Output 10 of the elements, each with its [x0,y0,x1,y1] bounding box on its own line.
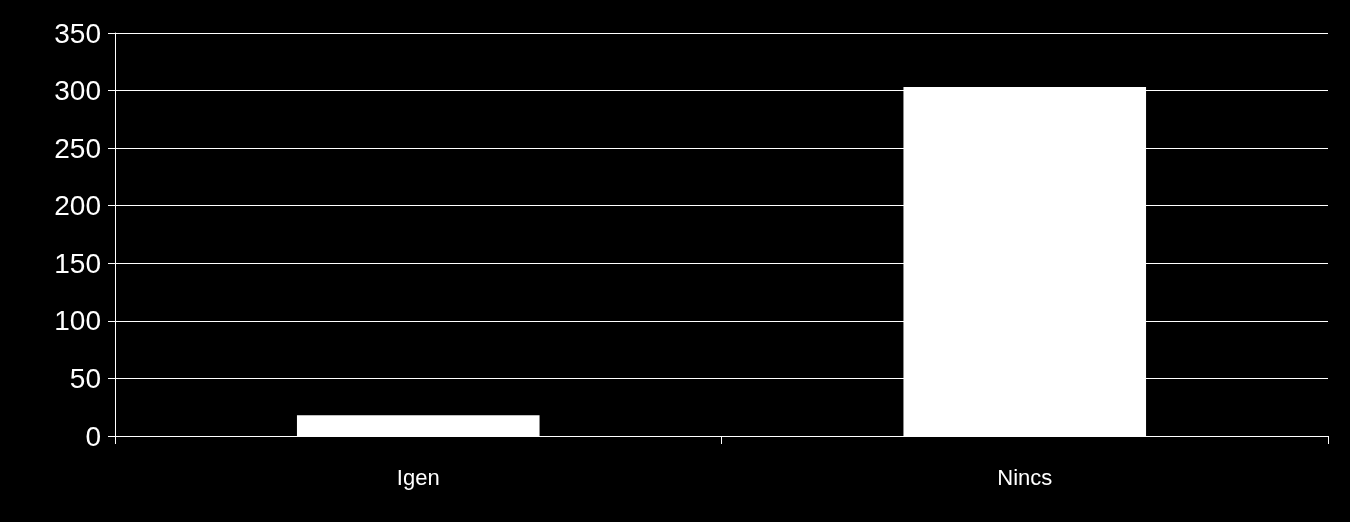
y-tick-label: 350 [54,17,101,49]
y-tick-label: 0 [85,420,101,452]
y-tick-label: 50 [69,362,101,394]
y-tick-label: 300 [54,75,101,107]
y-tick-label: 150 [54,247,101,279]
x-tick-label: Nincs [997,464,1053,490]
y-tick-label: 100 [54,305,101,337]
y-tick-label: 250 [54,132,101,164]
x-tick-label: Igen [396,464,440,490]
y-tick-label: 200 [54,190,101,222]
